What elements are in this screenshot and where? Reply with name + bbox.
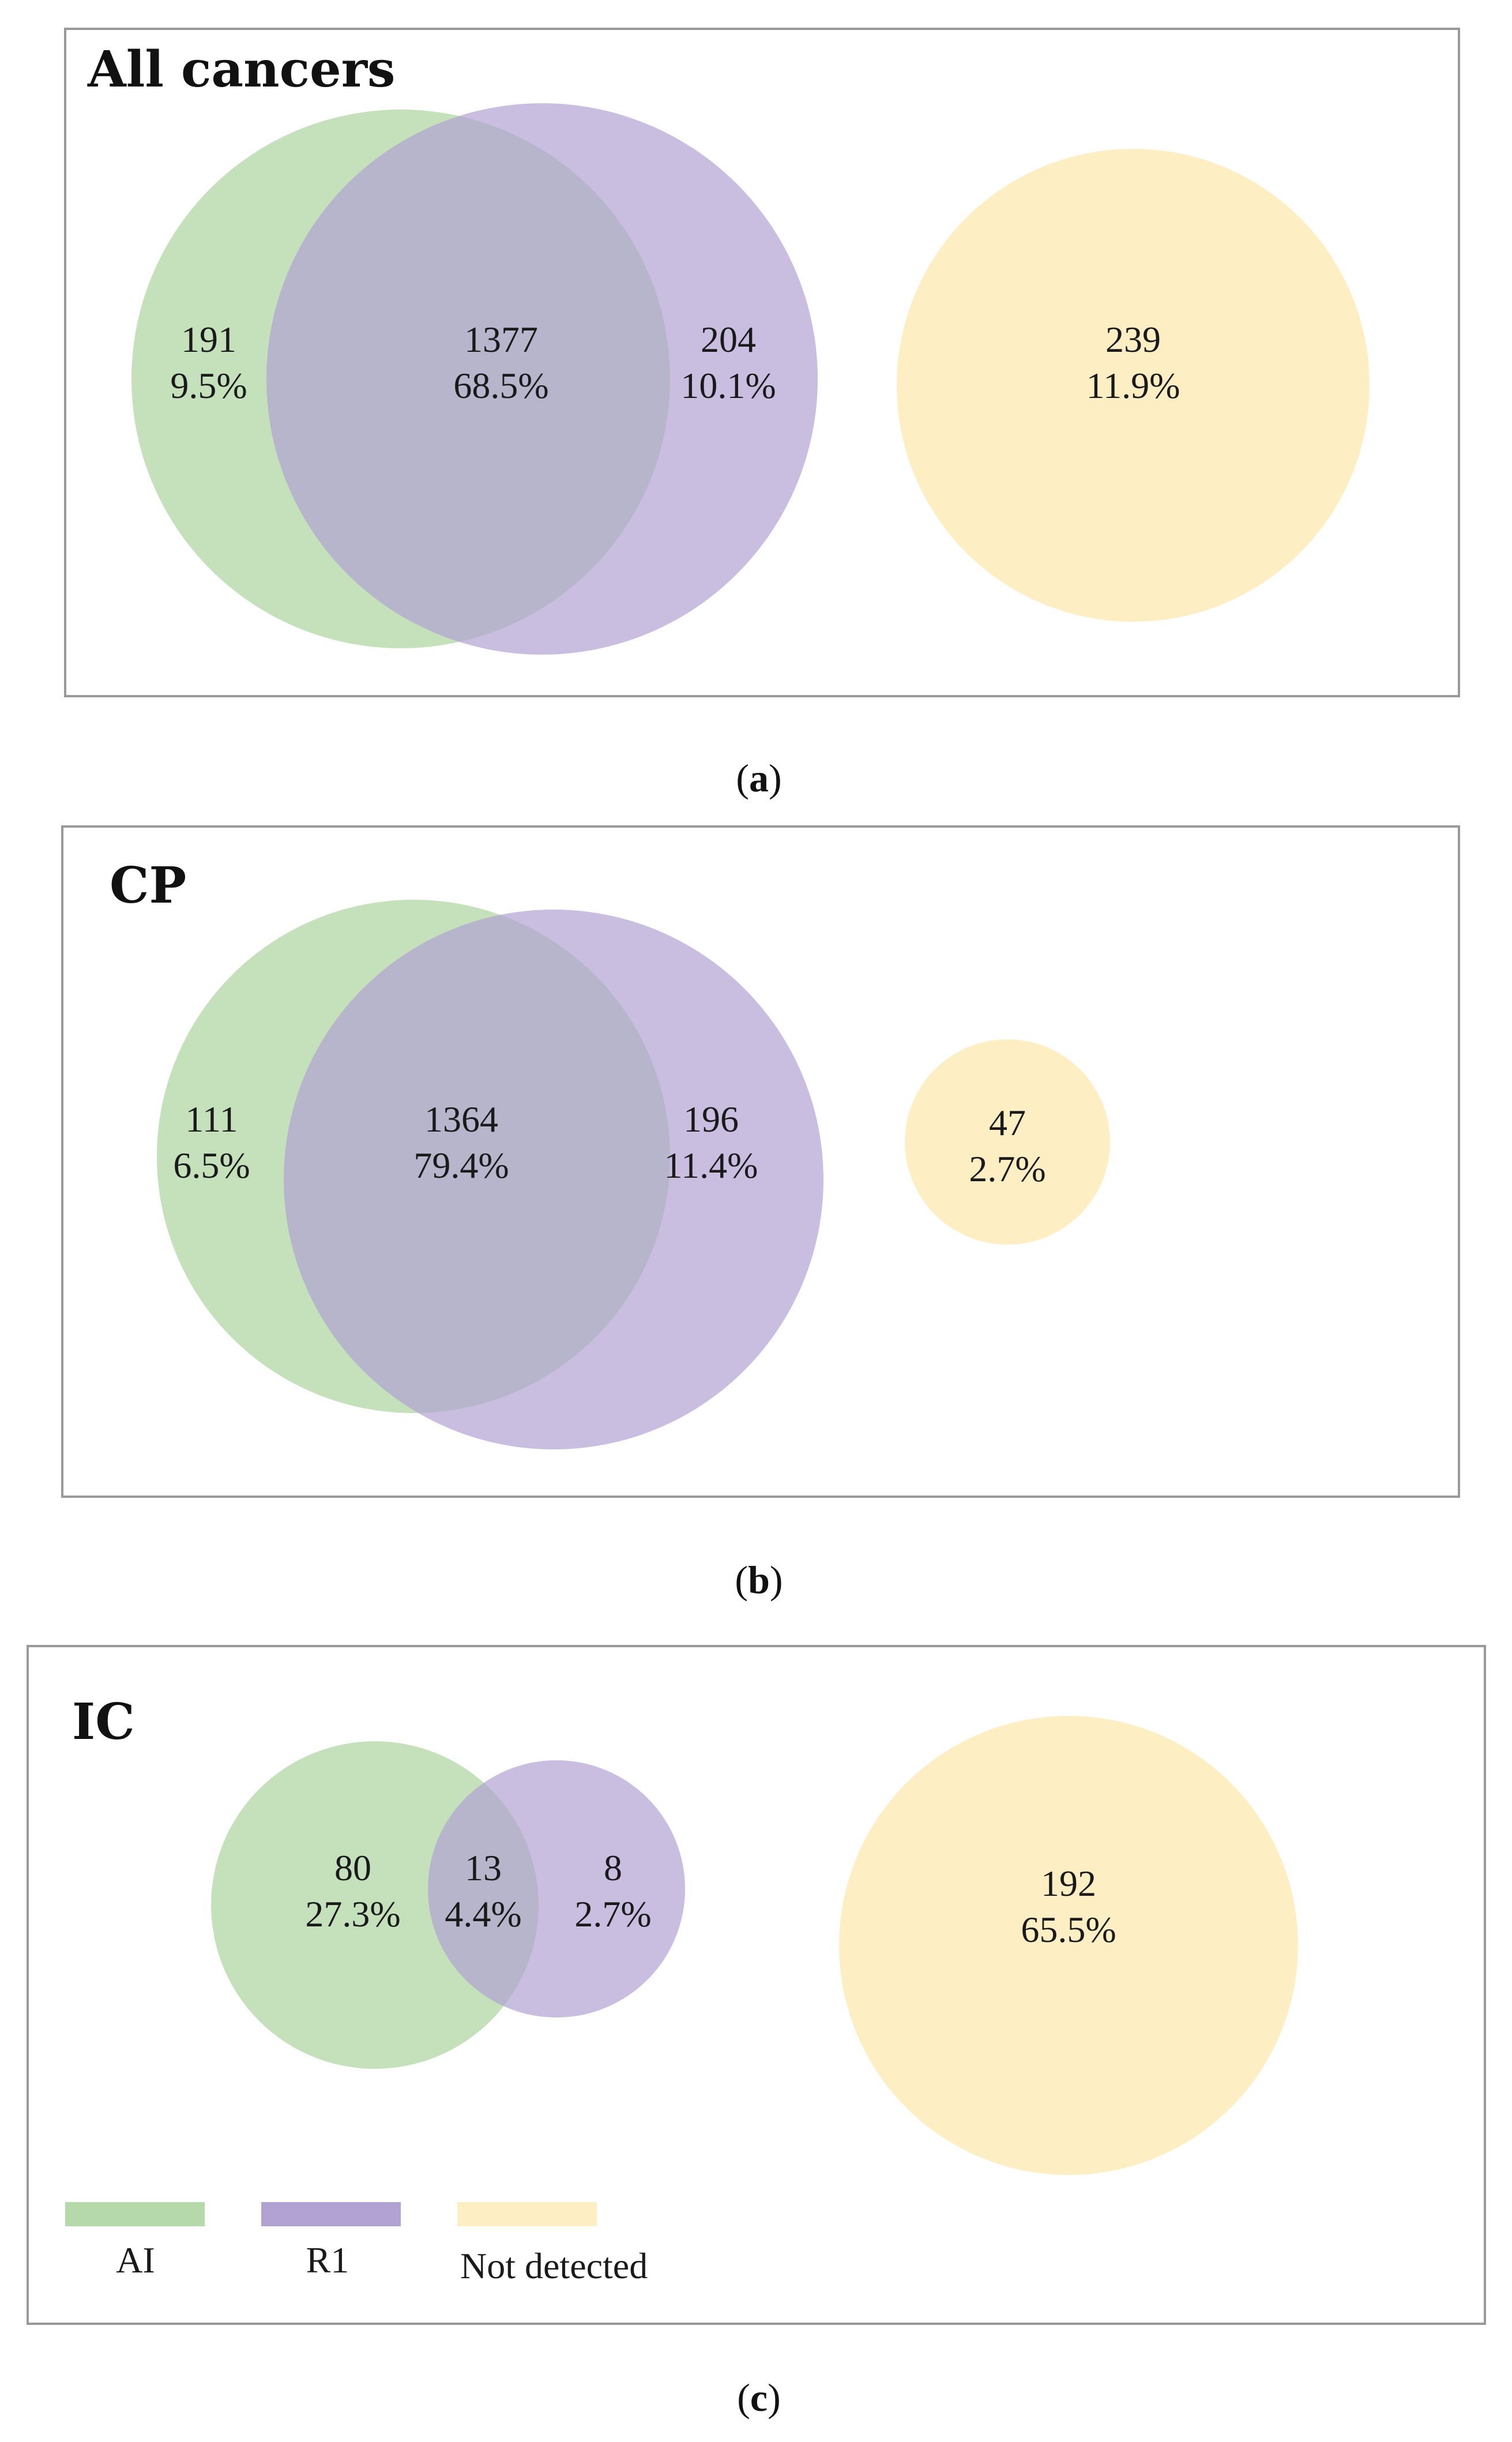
panel-a-title: All cancers [87,40,395,99]
panel-c-not-detected-circle [839,1716,1298,2175]
panel-b-not-detected-pct: 2.7% [969,1148,1045,1189]
legend-swatch-r1 [261,2202,401,2226]
panel-a-r1-only-count: 204 [701,319,756,360]
panel-a-ai-only-pct: 9.5% [170,365,247,406]
panel-a-not-detected-circle [897,149,1370,622]
panel-a-not-detected-count: 239 [1105,319,1161,360]
panel-b: CP 111 6.5% 1364 79.4% 196 11.4% 47 2.7% [61,825,1460,1498]
panel-b-not-detected-count: 47 [989,1102,1026,1143]
panel-b-r1-only-count: 196 [683,1099,739,1140]
panel-a-both-count: 1377 [464,319,538,360]
panel-b-frame [61,825,1460,1498]
panel-c-title: IC [72,1693,135,1751]
panel-b-both-pct: 79.4% [413,1145,509,1186]
panel-c-ai-only-count: 80 [334,1847,371,1888]
panel-c-frame [27,1645,1486,2325]
panel-a-r1-circle [266,103,818,655]
legend-label-ai: AI [116,2240,155,2281]
legend-swatch-not-detected [457,2202,597,2226]
panel-b-ai-only-pct: 6.5% [173,1145,250,1186]
panel-b-caption: (b) [735,1558,783,1602]
panel-c-r1-circle [428,1760,685,2018]
legend: AI R1 Not detected [65,2202,648,2286]
panel-b-r1-circle [284,910,823,1449]
panel-c-r1-only-pct: 2.7% [574,1894,651,1934]
panel-b-r1-only-pct: 11.4% [664,1145,758,1186]
panel-a-not-detected-pct: 11.9% [1086,365,1180,406]
legend-swatch-ai [65,2202,205,2226]
panel-c-both-pct: 4.4% [445,1894,521,1934]
panel-b-both-count: 1364 [424,1099,498,1140]
panel-a-caption: (a) [736,756,781,800]
panel-c-not-detected-count: 192 [1041,1863,1096,1904]
panel-a-r1-only-pct: 10.1% [680,365,776,406]
panel-a-ai-only-count: 191 [181,319,236,360]
legend-label-not-detected: Not detected [460,2245,648,2286]
panel-c-caption: (c) [737,2376,781,2420]
legend-label-r1: R1 [306,2240,349,2281]
panel-c-ai-only-pct: 27.3% [305,1894,400,1934]
panel-c-both-count: 13 [465,1847,502,1888]
panel-a: All cancers 191 9.5% 1377 68.5% 204 10.1… [64,28,1460,697]
panel-b-ai-only-count: 111 [185,1099,238,1140]
panel-a-both-pct: 68.5% [453,365,548,406]
panel-c: IC 80 27.3% 13 4.4% 8 2.7% 192 65.5% AI … [27,1645,1486,2325]
panel-b-title: CP [110,856,186,915]
panel-b-not-detected-circle [905,1039,1110,1245]
panel-c-not-detected-pct: 65.5% [1021,1909,1116,1950]
panel-a-frame [64,28,1460,697]
panel-c-r1-only-count: 8 [604,1847,622,1888]
